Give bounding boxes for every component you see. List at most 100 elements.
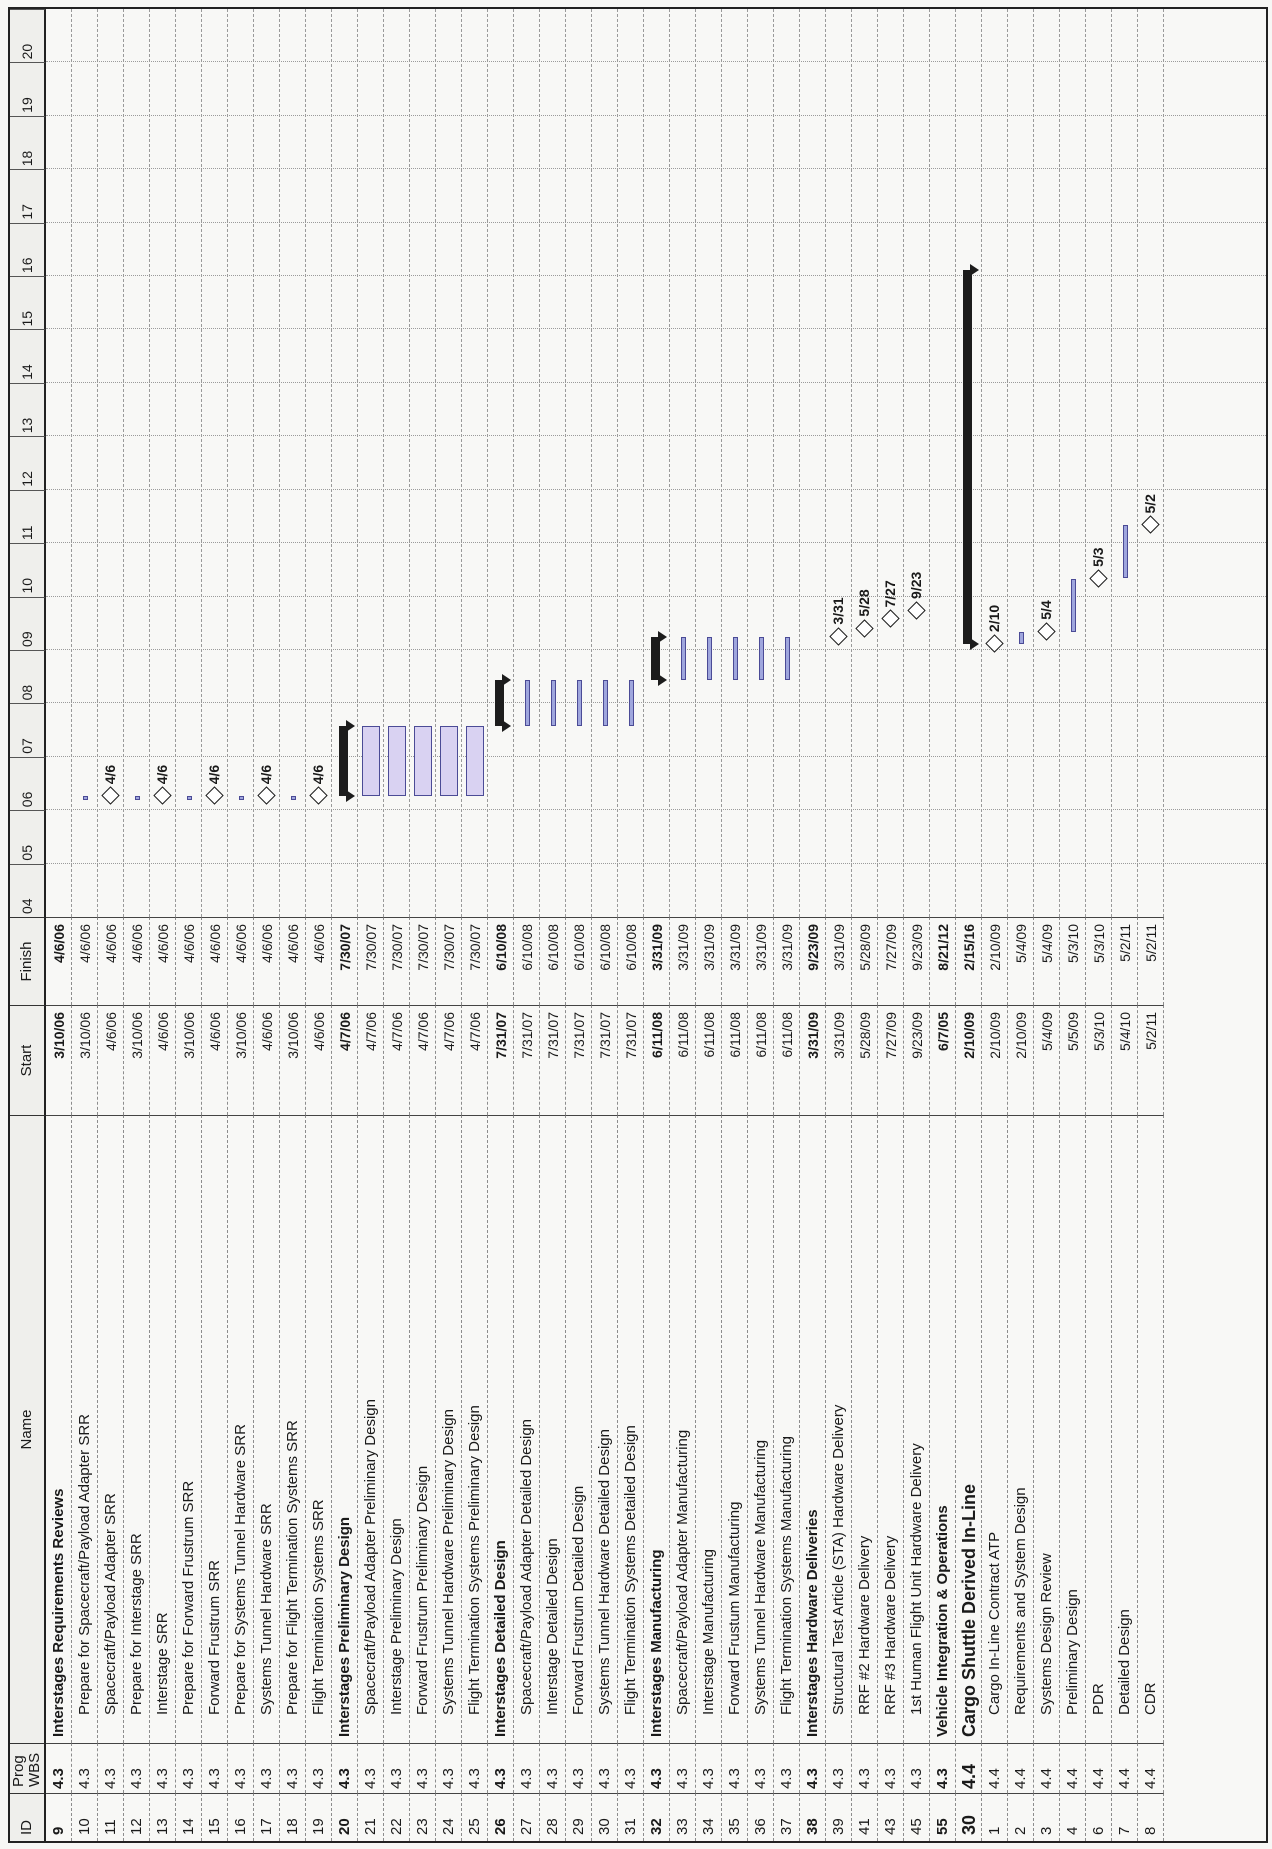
row-gridline [1163,9,1164,917]
row-gridline [1059,9,1060,917]
task-finish: 3/31/09 [670,917,696,1005]
year-label: 13 [10,382,46,437]
milestone-diamond[interactable] [1089,569,1108,588]
task-bar[interactable] [628,679,634,726]
milestone-diamond[interactable] [205,786,224,805]
milestone-diamond[interactable] [881,609,900,629]
task-id: 45 [904,1793,930,1841]
task-bar[interactable] [706,636,712,680]
milestone-diamond[interactable] [907,601,926,620]
task-bar[interactable] [550,679,556,726]
task-bar[interactable] [576,679,582,726]
task-bar[interactable] [602,679,608,726]
task-wbs: 4.4 [956,1743,982,1793]
task-bar[interactable] [388,725,406,796]
task-wbs: 4.3 [774,1743,800,1793]
task-finish: 6/10/08 [540,917,566,1005]
task-id: 15 [202,1793,228,1841]
task-bar[interactable] [414,725,432,796]
task-name: Cargo In-Line Contract ATP [982,1115,1008,1743]
task-id: 12 [124,1793,150,1841]
task-finish: 9/23/09 [904,917,930,1005]
task-wbs: 4.4 [1060,1743,1086,1793]
row-gridline [1085,9,1086,917]
row-gridline [71,9,72,917]
task-bar[interactable] [1122,525,1128,579]
task-start: 7/31/07 [488,1005,514,1115]
task-wbs: 4.3 [488,1743,514,1793]
task-finish: 7/27/09 [878,917,904,1005]
task-name: PDR [1086,1115,1112,1743]
row-gridline [305,9,306,917]
task-bar[interactable] [134,796,140,801]
task-start: 7/31/07 [592,1005,618,1115]
task-start: 4/6/06 [306,1005,332,1115]
task-start: 7/31/07 [540,1005,566,1115]
task-bar[interactable] [680,636,686,680]
row-gridline [851,9,852,917]
task-bar[interactable] [362,725,380,796]
task-wbs: 4.3 [852,1743,878,1793]
task-finish: 4/6/06 [280,917,306,1005]
milestone-diamond[interactable] [1141,515,1160,535]
task-bar[interactable] [524,679,530,726]
task-id: 32 [644,1793,670,1841]
task-wbs: 4.3 [150,1743,176,1793]
milestone-diamond[interactable] [985,634,1004,653]
task-finish: 5/2/11 [1112,917,1138,1005]
task-wbs: 4.3 [514,1743,540,1793]
milestone-diamond[interactable] [153,786,172,805]
task-bar[interactable] [1070,578,1076,632]
task-id: 2 [1008,1793,1034,1841]
task-name: Interstage Manufacturing [696,1115,722,1743]
task-finish: 5/28/09 [852,917,878,1005]
task-name: Systems Design Review [1034,1115,1060,1743]
task-wbs: 4.3 [306,1743,332,1793]
task-finish: 6/10/08 [618,917,644,1005]
task-finish: 6/10/08 [488,917,514,1005]
row-gridline [97,9,98,917]
summary-bar[interactable] [339,725,348,796]
row-gridline [721,9,722,917]
task-bar[interactable] [784,636,790,680]
milestone-label: 7/27 [882,580,898,608]
task-bar[interactable] [1018,631,1024,645]
task-finish: 4/6/06 [202,917,228,1005]
task-name: Interstages Detailed Design [488,1115,514,1743]
task-finish: 3/31/09 [748,917,774,1005]
task-start: 5/2/11 [1138,1005,1164,1115]
milestone-diamond[interactable] [829,626,848,646]
task-start: 6/11/08 [670,1005,696,1115]
task-bar[interactable] [238,796,244,801]
task-bar[interactable] [186,796,192,801]
gantt-chart-area: 4/6 4/6 4/6 4/6 4/6 3/31 5/28 7/27 9/23 2/10 5/4 5/… [46,9,1266,917]
summary-bar[interactable] [963,269,972,645]
task-bar[interactable] [440,725,458,796]
task-name: Flight Termination Systems Detailed Desi… [618,1115,644,1743]
row-gridline [929,9,930,917]
milestone-diamond[interactable] [257,786,276,805]
task-wbs: 4.3 [878,1743,904,1793]
summary-end-cap [970,263,979,276]
milestone-diamond[interactable] [101,786,120,805]
task-finish: 4/6/06 [306,917,332,1005]
row-gridline [409,9,410,917]
milestone-diamond[interactable] [309,786,328,805]
task-start: 4/7/06 [384,1005,410,1115]
task-bar[interactable] [732,636,738,680]
row-gridline [383,9,384,917]
milestone-diamond[interactable] [1037,622,1056,641]
task-wbs: 4.3 [46,1743,72,1793]
year-label: 18 [10,115,46,170]
task-bar[interactable] [466,725,484,796]
task-bar[interactable] [82,796,88,801]
task-wbs: 4.4 [1008,1743,1034,1793]
milestone-label: 4/6 [154,764,170,785]
task-bar[interactable] [758,636,764,680]
task-wbs: 4.3 [826,1743,852,1793]
task-name: Prepare for Forward Frustrum SRR [176,1115,202,1743]
milestone-diamond[interactable] [855,618,874,638]
task-id: 9 [46,1793,72,1841]
year-gridline [46,275,1266,277]
task-bar[interactable] [290,796,296,801]
